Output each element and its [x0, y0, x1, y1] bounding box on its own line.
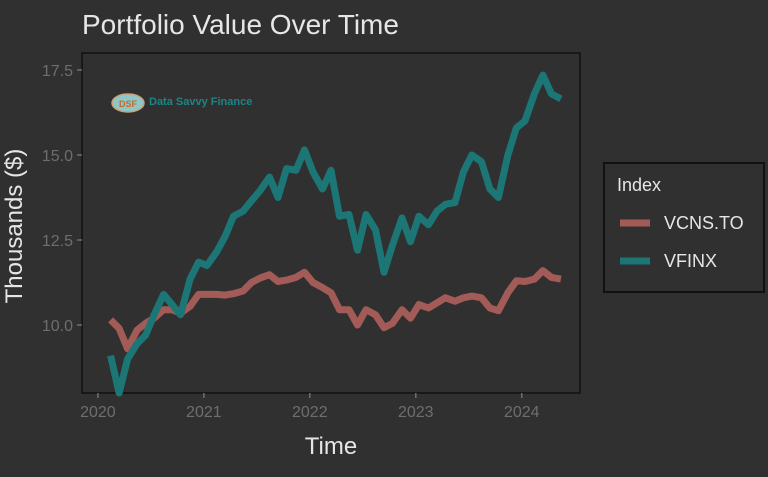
y-axis-title: Thousands ($): [1, 149, 28, 304]
y-tick-label: 17.5: [42, 63, 73, 80]
watermark: DSF Data Savvy Finance: [111, 93, 252, 113]
x-tick-label: 2020: [80, 404, 116, 421]
x-tick-label: 2023: [398, 404, 434, 421]
y-tick-label: 12.5: [42, 233, 73, 250]
y-axis-ticks: 10.0 12.5 15.0 17.5: [42, 63, 82, 335]
legend-label: VFINX: [664, 251, 717, 271]
x-tick-label: 2021: [186, 404, 222, 421]
y-tick-label: 15.0: [42, 148, 73, 165]
watermark-text: Data Savvy Finance: [149, 96, 252, 108]
series-line-vfinx: [107, 71, 563, 397]
x-axis-title: Time: [305, 433, 357, 460]
legend-box: [603, 162, 765, 293]
watermark-logo-icon: [111, 93, 145, 113]
legend: Index VCNS.TO VFINX: [603, 162, 765, 293]
legend-label: VCNS.TO: [664, 213, 744, 233]
x-axis-ticks: 2020 2021 2022 2023 2024: [80, 393, 540, 421]
watermark-logo-text: DSF: [119, 99, 138, 109]
legend-title: Index: [617, 175, 661, 195]
chart-title: Portfolio Value Over Time: [82, 9, 399, 40]
x-tick-label: 2022: [292, 404, 328, 421]
y-tick-label: 10.0: [42, 318, 73, 335]
plot-frame: [81, 52, 581, 394]
series-layer: [107, 71, 563, 397]
legend-items: VCNS.TO VFINX: [620, 213, 744, 271]
x-tick-label: 2024: [504, 404, 540, 421]
